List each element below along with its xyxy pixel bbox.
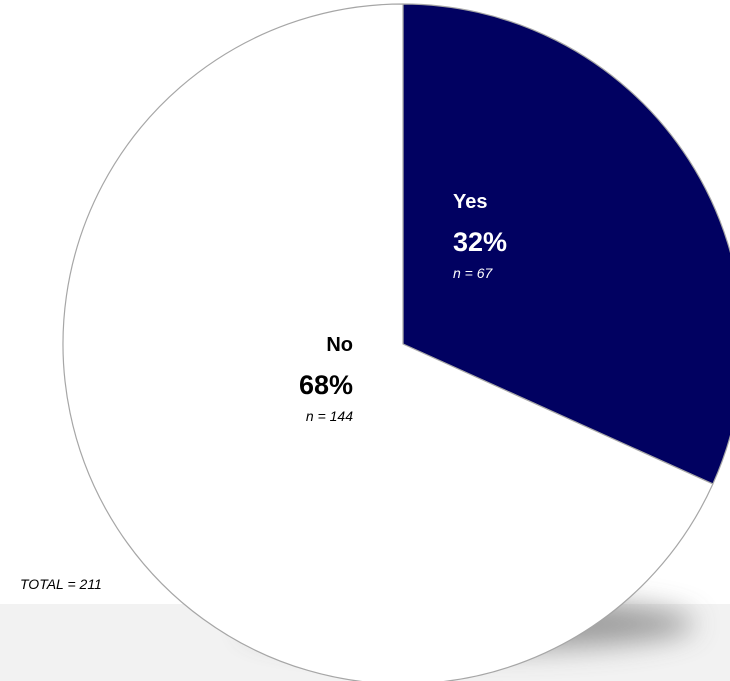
pie-slices <box>62 3 730 681</box>
pie-slice-yes <box>402 3 730 485</box>
total-label: TOTAL = 211 <box>20 576 102 592</box>
pie-slice-no <box>62 3 714 681</box>
slice-percent-yes: 32% <box>453 227 507 257</box>
slice-n-no: n = 144 <box>306 408 353 424</box>
slice-n-yes: n = 67 <box>453 265 494 281</box>
slice-percent-no: 68% <box>299 370 353 400</box>
slice-label-yes: Yes <box>453 191 487 213</box>
slice-label-no: No <box>326 334 353 356</box>
